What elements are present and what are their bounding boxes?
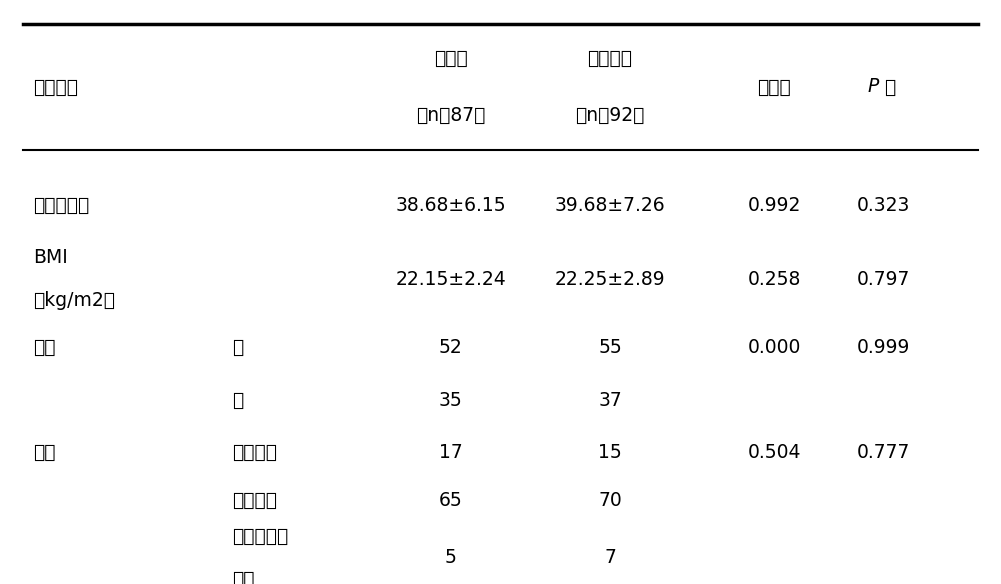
Text: 0.323: 0.323 — [857, 196, 911, 215]
Text: 15: 15 — [599, 443, 622, 462]
Text: 牙齿缺失: 牙齿缺失 — [231, 443, 276, 462]
Text: 临床资料: 临床资料 — [33, 78, 78, 96]
Text: 排列不齐: 排列不齐 — [231, 491, 276, 510]
Text: 男: 男 — [231, 338, 243, 357]
Text: 5: 5 — [444, 548, 456, 568]
Text: 性别: 性别 — [33, 338, 55, 357]
Text: （n＝92）: （n＝92） — [576, 106, 645, 126]
Text: 年龄（岁）: 年龄（岁） — [33, 196, 89, 215]
Text: 女: 女 — [231, 391, 243, 409]
Text: P: P — [868, 78, 879, 96]
Text: 统计量: 统计量 — [758, 78, 791, 96]
Text: 感染组: 感染组 — [433, 48, 467, 68]
Text: （n＝87）: （n＝87） — [416, 106, 485, 126]
Text: 值: 值 — [879, 78, 896, 96]
Text: 0.258: 0.258 — [748, 270, 801, 288]
Text: 22.25±2.89: 22.25±2.89 — [555, 270, 666, 288]
Text: 0.777: 0.777 — [857, 443, 911, 462]
Text: 0.999: 0.999 — [857, 338, 911, 357]
Text: 39.68±7.26: 39.68±7.26 — [555, 196, 666, 215]
Text: 0.992: 0.992 — [748, 196, 801, 215]
Text: 0.000: 0.000 — [748, 338, 801, 357]
Text: 22.15±2.24: 22.15±2.24 — [395, 270, 507, 288]
Text: 35: 35 — [438, 391, 462, 409]
Text: 症状: 症状 — [33, 443, 55, 462]
Text: 17: 17 — [438, 443, 462, 462]
Text: 0.797: 0.797 — [857, 270, 911, 288]
Text: 7: 7 — [604, 548, 616, 568]
Text: 0.504: 0.504 — [748, 443, 801, 462]
Text: （kg/m2）: （kg/m2） — [33, 291, 115, 310]
Text: 37: 37 — [599, 391, 622, 409]
Text: 38.68±6.15: 38.68±6.15 — [395, 196, 507, 215]
Text: 70: 70 — [599, 491, 622, 510]
Text: 55: 55 — [599, 338, 622, 357]
Text: 异常: 异常 — [231, 569, 254, 584]
Text: 52: 52 — [438, 338, 462, 357]
Text: 形态、色泽: 形态、色泽 — [231, 527, 288, 547]
Text: 65: 65 — [438, 491, 462, 510]
Text: 未感染组: 未感染组 — [588, 48, 633, 68]
Text: BMI: BMI — [33, 249, 67, 267]
